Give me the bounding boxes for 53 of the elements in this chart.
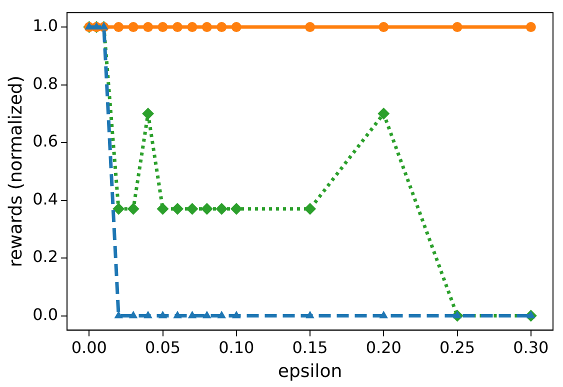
point xyxy=(173,310,182,318)
y-tick-label: 0.2 xyxy=(32,247,58,266)
point xyxy=(158,22,168,32)
point xyxy=(114,22,124,32)
point xyxy=(127,202,140,215)
point xyxy=(186,202,198,215)
point xyxy=(112,202,125,215)
point xyxy=(304,202,316,215)
point xyxy=(128,310,138,318)
x-tick-label: 0.15 xyxy=(292,338,328,357)
point xyxy=(84,22,94,30)
x-tick-label: 0.10 xyxy=(218,338,254,357)
point xyxy=(202,310,212,318)
point xyxy=(92,22,101,30)
y-tick-label: 0.0 xyxy=(32,304,58,324)
point xyxy=(378,108,390,120)
y-tick-label: 1.0 xyxy=(32,16,58,36)
point xyxy=(143,22,154,32)
point xyxy=(230,202,242,215)
point xyxy=(231,22,242,32)
x-tick-label: 0.25 xyxy=(439,338,476,357)
point xyxy=(216,202,228,215)
point xyxy=(202,22,212,32)
point xyxy=(305,22,316,32)
point xyxy=(187,22,198,32)
point xyxy=(100,22,108,30)
point xyxy=(200,202,213,215)
y-axis-title: rewards (normalized) xyxy=(5,76,26,268)
x-tick-label: 0.20 xyxy=(366,338,402,357)
point xyxy=(306,310,314,318)
point xyxy=(217,310,226,318)
y-tick-label: 0.8 xyxy=(32,74,58,93)
point xyxy=(172,22,182,32)
x-tick-label: 0.30 xyxy=(513,338,549,357)
point xyxy=(452,310,462,318)
point xyxy=(216,22,227,32)
x-axis-title: epsilon xyxy=(278,360,342,382)
y-tick-label: 0.4 xyxy=(32,189,58,208)
point xyxy=(188,310,197,318)
point xyxy=(114,310,123,318)
y-tick-label: 0.6 xyxy=(32,132,58,151)
point xyxy=(128,22,138,32)
point xyxy=(144,310,152,318)
point xyxy=(378,22,389,32)
point xyxy=(158,310,168,318)
x-tick-label: 0.05 xyxy=(144,338,181,357)
point xyxy=(232,310,241,318)
point xyxy=(142,108,154,120)
point xyxy=(526,22,536,32)
point xyxy=(379,310,388,318)
x-tick-label: 0.00 xyxy=(71,338,107,357)
point xyxy=(156,202,169,215)
point xyxy=(452,22,462,32)
